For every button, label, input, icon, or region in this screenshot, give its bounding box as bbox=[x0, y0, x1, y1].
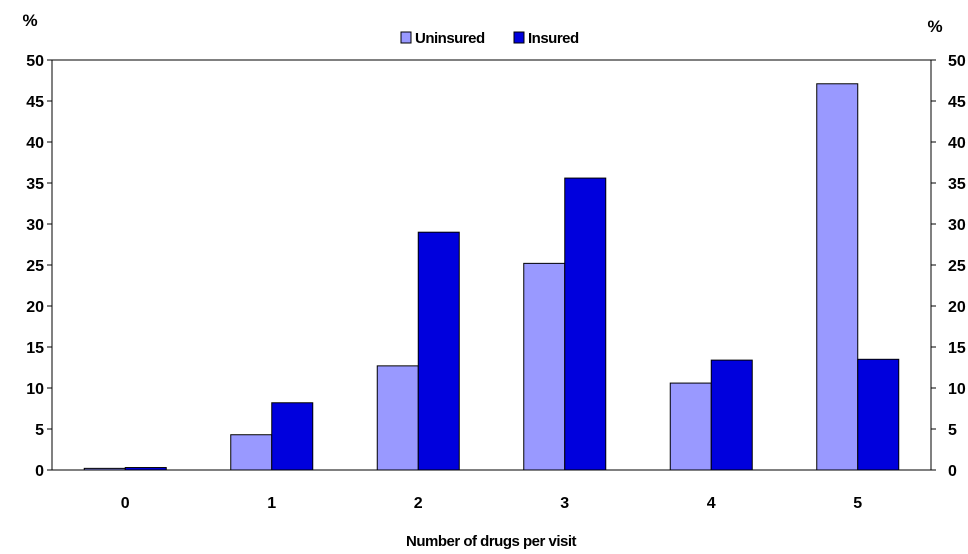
bar-insured-2 bbox=[417, 231, 460, 471]
y-tick-label-left: 35 bbox=[26, 176, 44, 193]
y-tick-label-left: 45 bbox=[26, 94, 44, 111]
bar-insured-5 bbox=[857, 358, 900, 471]
y-tick-label-right: 50 bbox=[948, 53, 966, 70]
y-tick-label-right: 35 bbox=[948, 176, 966, 193]
x-tick-label: 4 bbox=[707, 495, 716, 512]
y-tick-label-right: 5 bbox=[948, 422, 957, 439]
x-tick-label: 0 bbox=[121, 495, 130, 512]
y-axis-left-unit: % bbox=[22, 11, 37, 30]
y-tick-label-right: 25 bbox=[948, 258, 966, 275]
y-tick-label-right: 15 bbox=[948, 340, 966, 357]
y-tick-label-left: 5 bbox=[35, 422, 44, 439]
y-tick-label-right: 0 bbox=[948, 463, 957, 480]
y-axis-right-unit: % bbox=[927, 17, 942, 36]
y-axis-right: 0 5 10 15 20 25 30 35 40 45 50 bbox=[931, 53, 966, 480]
legend-label-insured: Insured bbox=[528, 30, 579, 47]
y-tick-label-left: 30 bbox=[26, 217, 44, 234]
y-tick-label-left: 0 bbox=[35, 463, 44, 480]
y-tick-label-right: 45 bbox=[948, 94, 966, 111]
y-axis-left: 0 5 10 15 20 25 30 35 40 45 50 bbox=[26, 53, 52, 480]
bar-uninsured-4 bbox=[669, 382, 712, 471]
x-axis-title: Number of drugs per visit bbox=[406, 533, 577, 550]
legend: Uninsured Insured bbox=[400, 30, 580, 47]
bar-insured-4 bbox=[710, 359, 753, 471]
plot-frame bbox=[51, 59, 932, 471]
y-tick-label-left: 50 bbox=[26, 53, 44, 70]
bar-uninsured-3 bbox=[523, 262, 566, 471]
y-tick-label-left: 15 bbox=[26, 340, 44, 357]
x-axis-ticks: 0 1 2 3 4 5 bbox=[121, 495, 863, 512]
legend-label-uninsured: Uninsured bbox=[415, 30, 485, 47]
y-tick-label-right: 30 bbox=[948, 217, 966, 234]
x-tick-label: 3 bbox=[560, 495, 569, 512]
y-tick-label-left: 25 bbox=[26, 258, 44, 275]
x-tick-label: 2 bbox=[414, 495, 423, 512]
bar-uninsured-1 bbox=[230, 434, 273, 471]
y-tick-label-left: 40 bbox=[26, 135, 44, 152]
y-tick-label-right: 40 bbox=[948, 135, 966, 152]
bar-insured-1 bbox=[271, 402, 314, 471]
bars bbox=[83, 83, 900, 471]
bar-uninsured-2 bbox=[376, 365, 419, 471]
bar-insured-3 bbox=[564, 177, 607, 471]
y-tick-label-left: 10 bbox=[26, 381, 44, 398]
y-tick-label-right: 20 bbox=[948, 299, 966, 316]
bar-uninsured-5 bbox=[816, 83, 859, 471]
legend-swatch-insured bbox=[513, 31, 525, 44]
legend-swatch-uninsured bbox=[400, 31, 412, 44]
y-tick-label-right: 10 bbox=[948, 381, 966, 398]
x-tick-label: 1 bbox=[267, 495, 276, 512]
x-tick-label: 5 bbox=[853, 495, 862, 512]
y-tick-label-left: 20 bbox=[26, 299, 44, 316]
